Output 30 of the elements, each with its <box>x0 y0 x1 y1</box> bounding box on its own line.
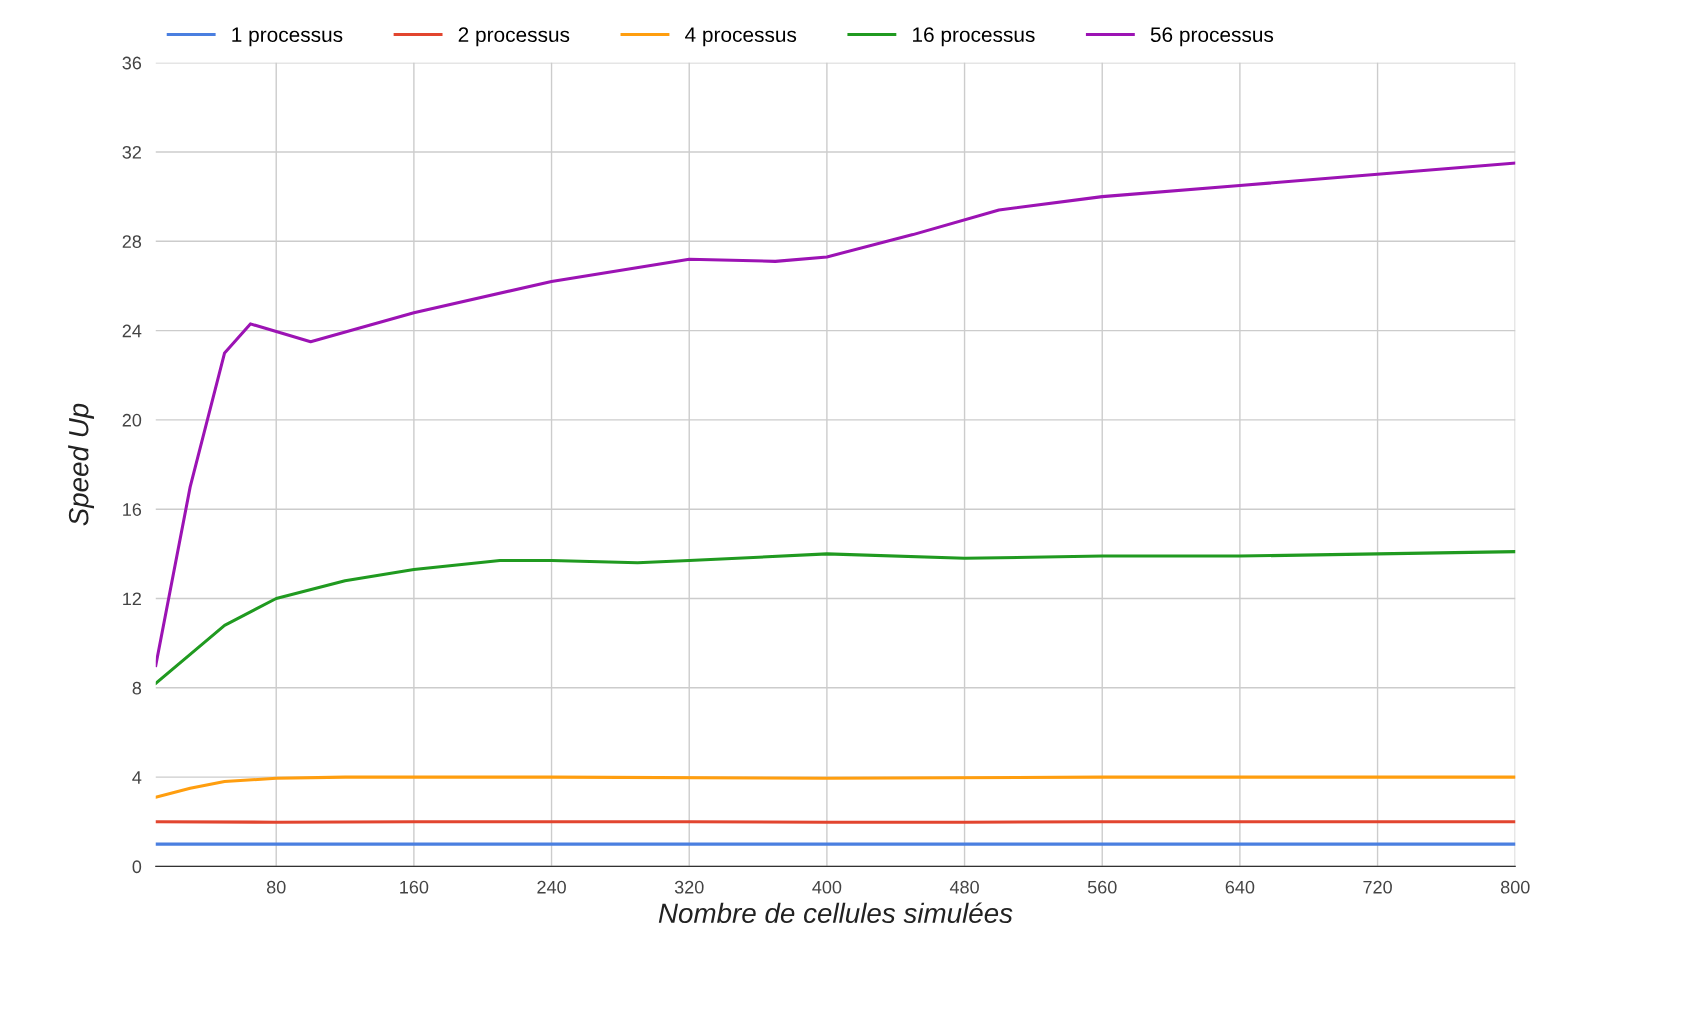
y-tick-label: 8 <box>132 681 142 695</box>
y-tick-label: 12 <box>123 592 141 606</box>
x-tick-label: 400 <box>812 880 842 894</box>
legend-label: 1 processus <box>232 27 343 47</box>
line-series <box>155 550 1516 685</box>
x-tick-label: 560 <box>1087 880 1117 894</box>
legend-label: 4 processus <box>685 27 797 47</box>
y-tick-label: 24 <box>122 324 142 338</box>
legend-label: 2 processus <box>458 27 570 47</box>
x-tick-label: 720 <box>1363 880 1392 894</box>
y-tick-label: 36 <box>122 56 142 70</box>
x-tick-label: 80 <box>266 880 286 894</box>
line-series <box>155 161 1516 668</box>
y-tick-label: 4 <box>132 771 142 784</box>
x-tick-label: 800 <box>1500 880 1530 894</box>
y-tick-label: 16 <box>123 503 142 516</box>
y-axis-title: Speed Up <box>68 403 95 526</box>
x-tick-label: 240 <box>537 880 566 894</box>
y-tick-label: 32 <box>122 145 141 159</box>
x-tick-label: 480 <box>949 880 979 894</box>
x-tick-label: 320 <box>674 880 704 894</box>
legend-label: 56 processus <box>1150 27 1274 47</box>
x-tick-label: 160 <box>400 880 429 894</box>
x-axis-title: Nombre de cellules simulées <box>658 902 1013 924</box>
y-tick-label: 0 <box>132 860 142 874</box>
y-tick-label: 20 <box>122 413 142 427</box>
x-tick-label: 640 <box>1225 880 1255 894</box>
legend-label: 16 processus <box>913 27 1035 47</box>
line-series <box>155 775 1516 799</box>
y-tick-label: 28 <box>122 235 142 249</box>
